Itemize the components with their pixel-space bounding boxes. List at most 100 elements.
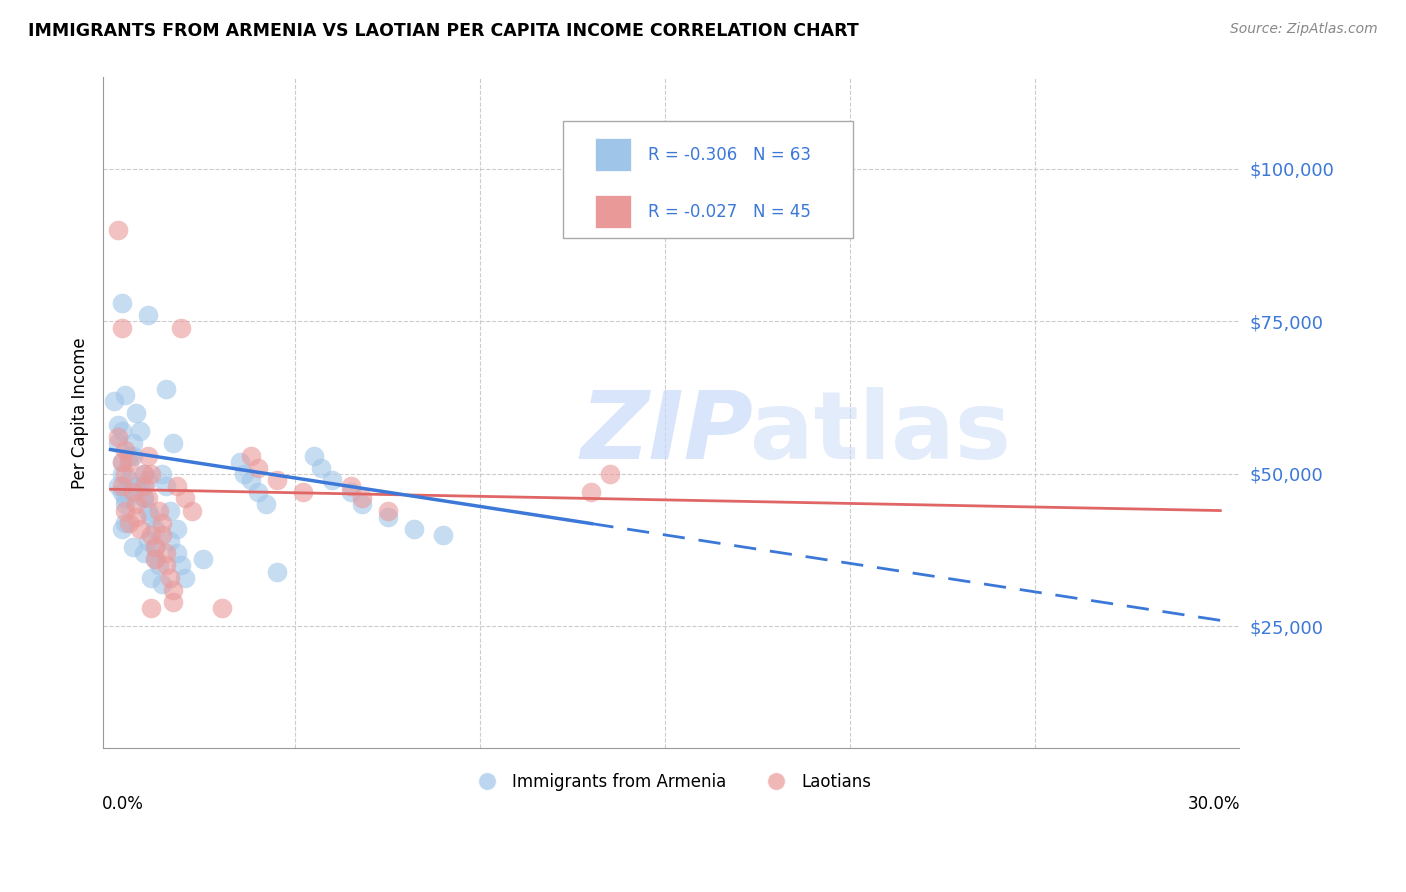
Point (111, 467, 134, 481)
Point (150, 576, 173, 591)
Point (136, 534, 159, 549)
Point (143, 540, 166, 554)
Point (166, 479, 188, 493)
Point (173, 491, 195, 506)
Point (125, 498, 148, 512)
Point (111, 296, 134, 310)
Point (247, 485, 270, 500)
Text: ZIP: ZIP (581, 387, 754, 479)
Point (254, 498, 277, 512)
Point (170, 320, 193, 334)
Point (111, 455, 134, 469)
Point (129, 522, 152, 536)
FancyBboxPatch shape (595, 194, 631, 228)
Text: atlas: atlas (751, 387, 1011, 479)
Point (155, 479, 177, 493)
Point (302, 449, 325, 463)
Text: IMMIGRANTS FROM ARMENIA VS LAOTIAN PER CAPITA INCOME CORRELATION CHART: IMMIGRANTS FROM ARMENIA VS LAOTIAN PER C… (28, 22, 859, 40)
Point (159, 571, 181, 585)
Point (118, 449, 141, 463)
Point (118, 473, 141, 487)
Point (114, 503, 136, 517)
Text: 0.0%: 0.0% (103, 796, 143, 814)
Point (125, 479, 148, 493)
Point (114, 442, 136, 457)
Point (170, 558, 193, 573)
Point (150, 528, 173, 542)
Point (107, 430, 129, 444)
Point (166, 546, 188, 560)
Point (121, 485, 143, 500)
Point (141, 509, 163, 524)
Point (141, 571, 163, 585)
Point (402, 522, 425, 536)
Point (136, 309, 159, 323)
Point (136, 503, 159, 517)
Text: R = -0.027   N = 45: R = -0.027 N = 45 (648, 202, 811, 220)
Point (352, 498, 374, 512)
Point (111, 320, 134, 334)
Point (103, 393, 125, 408)
Point (118, 516, 141, 530)
Point (266, 565, 288, 579)
Point (191, 552, 214, 566)
Text: R = -0.306   N = 63: R = -0.306 N = 63 (648, 145, 811, 163)
Point (340, 479, 363, 493)
Point (155, 546, 177, 560)
Point (107, 223, 129, 237)
Point (155, 558, 177, 573)
Point (143, 540, 166, 554)
Point (150, 516, 173, 530)
Point (114, 491, 136, 506)
Point (121, 436, 143, 450)
Point (132, 546, 155, 560)
Point (136, 449, 159, 463)
Point (229, 455, 252, 469)
Point (107, 479, 129, 493)
Point (432, 528, 454, 542)
Point (114, 387, 136, 401)
Point (180, 503, 202, 517)
Point (111, 455, 134, 469)
Point (377, 509, 399, 524)
Point (232, 467, 254, 481)
Point (162, 436, 184, 450)
Point (211, 601, 233, 615)
Point (159, 503, 181, 517)
Text: Source: ZipAtlas.com: Source: ZipAtlas.com (1230, 22, 1378, 37)
Point (143, 552, 166, 566)
Point (132, 491, 155, 506)
Point (132, 467, 155, 481)
Y-axis label: Per Capita Income: Per Capita Income (72, 337, 89, 489)
Point (129, 424, 152, 438)
Point (266, 473, 288, 487)
Point (143, 522, 166, 536)
Point (121, 449, 143, 463)
Point (143, 552, 166, 566)
Point (150, 467, 173, 481)
Point (111, 485, 134, 500)
Point (129, 479, 152, 493)
Point (141, 601, 163, 615)
Point (141, 467, 163, 481)
Point (114, 498, 136, 512)
Point (247, 461, 270, 475)
Point (136, 491, 159, 506)
Point (148, 558, 170, 573)
Point (111, 424, 134, 438)
Point (291, 485, 314, 500)
Point (340, 485, 363, 500)
Point (136, 473, 159, 487)
Point (311, 461, 333, 475)
Point (166, 522, 188, 536)
Point (107, 418, 129, 433)
Point (162, 595, 184, 609)
Text: 30.0%: 30.0% (1188, 796, 1240, 814)
Point (148, 503, 170, 517)
Point (114, 516, 136, 530)
FancyBboxPatch shape (562, 121, 852, 238)
Legend: Immigrants from Armenia, Laotians: Immigrants from Armenia, Laotians (464, 766, 879, 797)
Point (240, 473, 263, 487)
Point (125, 509, 148, 524)
Point (107, 436, 129, 450)
